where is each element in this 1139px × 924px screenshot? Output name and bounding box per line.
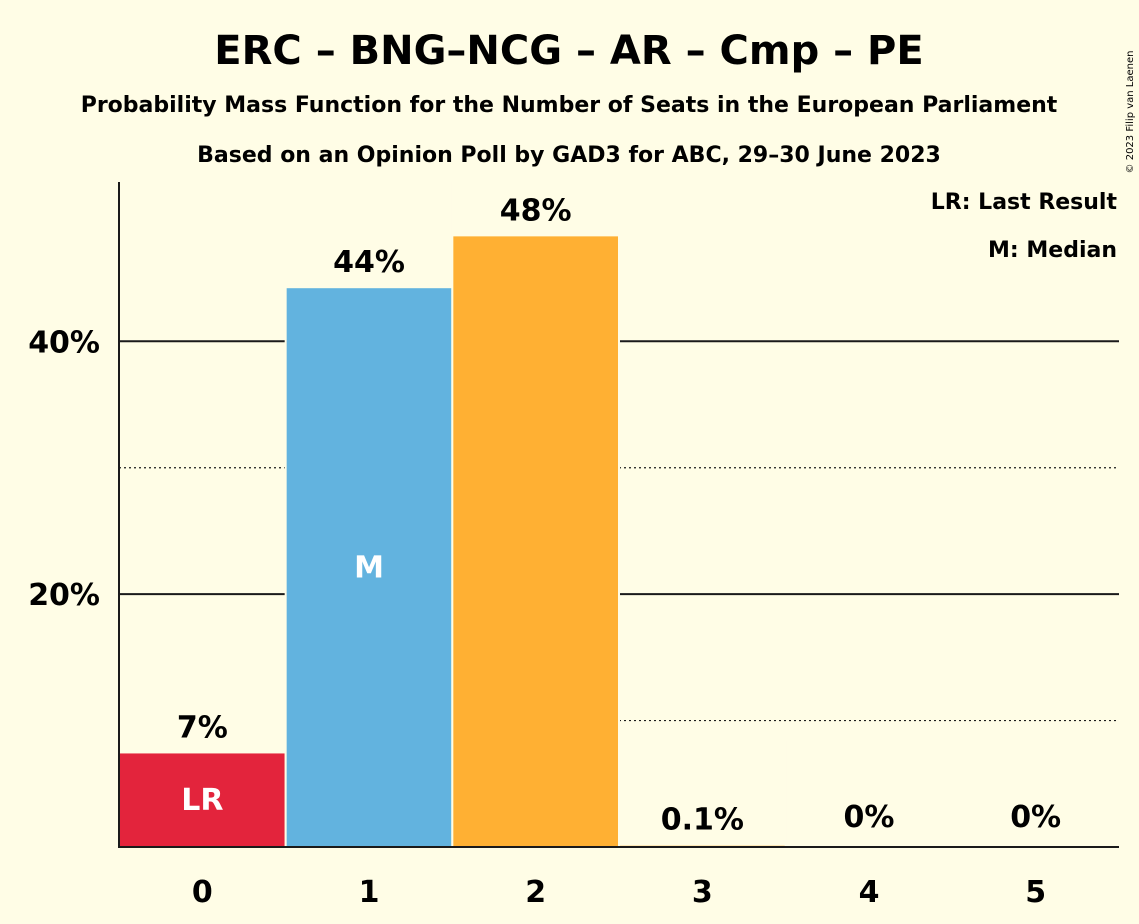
legend-median: M: Median xyxy=(988,238,1117,263)
y-tick-label: 40% xyxy=(28,325,100,360)
y-tick-labels: 20% 40% xyxy=(28,325,100,613)
in-bar-label-m: M xyxy=(354,551,384,586)
x-tick-labels: 0 1 2 3 4 5 xyxy=(192,875,1046,910)
value-label-1: 44% xyxy=(333,245,405,280)
x-tick-label: 5 xyxy=(1025,875,1046,910)
bar-gap xyxy=(618,740,787,847)
value-label-2: 48% xyxy=(500,193,572,228)
bar-0 xyxy=(120,753,285,847)
bars xyxy=(118,182,787,848)
chart-subtitle-poll: Based on an Opinion Poll by GAD3 for ABC… xyxy=(197,143,941,168)
bar-1 xyxy=(286,288,452,847)
copyright-note: © 2023 Filip van Laenen xyxy=(1125,51,1136,174)
value-label-5: 0% xyxy=(1010,800,1061,835)
value-label-0: 7% xyxy=(177,710,228,745)
bar-2 xyxy=(453,236,618,848)
value-label-4: 0% xyxy=(844,800,895,835)
value-label-3: 0.1% xyxy=(661,803,744,838)
chart-subtitle: Probability Mass Function for the Number… xyxy=(81,93,1058,118)
x-tick-label: 1 xyxy=(359,875,380,910)
in-bar-label-lr: LR xyxy=(181,783,223,818)
x-tick-label: 2 xyxy=(525,875,546,910)
chart-title: ERC – BNG–NCG – AR – Cmp – PE xyxy=(214,28,923,74)
x-tick-label: 3 xyxy=(692,875,713,910)
x-tick-label: 0 xyxy=(192,875,213,910)
value-labels: 7% LR 44% M 48% 0.1% 0% 0% xyxy=(177,193,1061,837)
y-tick-label: 20% xyxy=(28,578,100,613)
legend-last-result: LR: Last Result xyxy=(931,190,1118,215)
x-tick-label: 4 xyxy=(859,875,880,910)
